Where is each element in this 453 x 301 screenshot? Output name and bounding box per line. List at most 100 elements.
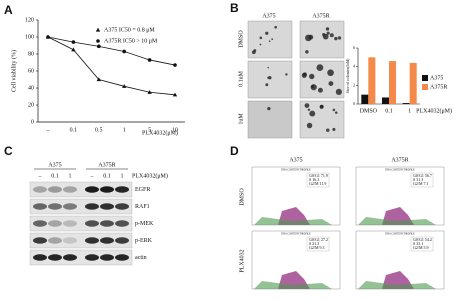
- x-axis-label: PLX4032(μM): [416, 107, 452, 114]
- band: [33, 254, 47, 261]
- x-tick-label: –: [46, 127, 51, 133]
- blot: [29, 198, 133, 215]
- column-label: A375R: [391, 157, 408, 163]
- marker: [147, 90, 152, 94]
- marker: [172, 92, 178, 97]
- debris: [358, 281, 436, 289]
- band: [48, 220, 62, 227]
- colony: [259, 43, 262, 46]
- legend-label: A375: [430, 75, 443, 81]
- stat-text: G0/G1 56.7: [413, 173, 432, 178]
- y-tick-label: 0: [353, 101, 355, 106]
- debris: [254, 217, 332, 225]
- bar: [389, 61, 397, 104]
- colony: [332, 108, 336, 112]
- colony: [332, 127, 336, 131]
- y-tick-label: 120: [25, 17, 34, 23]
- colony: [268, 40, 271, 43]
- band: [100, 186, 114, 193]
- marker: [122, 84, 127, 88]
- stats-box: [410, 172, 434, 188]
- y-tick-label: 40: [28, 85, 34, 91]
- colony: [267, 106, 271, 111]
- colony: [267, 66, 269, 69]
- band: [48, 203, 62, 210]
- plot-title: DNA CONTENT PROFILE: [281, 169, 311, 172]
- stat-text: G2/M 7.1: [413, 181, 429, 186]
- colony-image: [247, 100, 293, 139]
- band: [85, 186, 99, 193]
- marker: [147, 58, 152, 62]
- colony: [335, 88, 342, 95]
- stat-text: S 33.1: [413, 241, 423, 246]
- x-tick-label: 0.1: [385, 108, 393, 114]
- x-tick-label: 1: [123, 127, 126, 133]
- lane-label: –: [38, 173, 43, 179]
- band: [85, 237, 99, 244]
- colony: [319, 104, 324, 109]
- blot: [29, 215, 133, 232]
- row-label: 1uM: [238, 113, 244, 125]
- treatment-label: PLX4032(μM): [132, 172, 168, 179]
- x-tick-label: 1: [408, 108, 411, 114]
- row-label: DMSO: [238, 30, 244, 48]
- colony: [329, 33, 334, 38]
- bar: [402, 103, 410, 104]
- colony-image: [247, 60, 293, 99]
- legend-label: A375R IC50 > 10 μM: [104, 38, 158, 44]
- band: [33, 203, 47, 210]
- band: [48, 254, 62, 261]
- stat-text: S 21.3: [309, 241, 319, 246]
- marker: [96, 77, 101, 82]
- colony: [326, 128, 330, 132]
- lane-label: 0.1: [103, 173, 111, 179]
- band: [63, 254, 77, 261]
- marker: [122, 49, 126, 54]
- stat-text: G2/M 11.9: [309, 181, 326, 186]
- data-line: [47, 36, 176, 66]
- band: [33, 237, 47, 244]
- x-tick-label: 0.1: [70, 127, 78, 133]
- legend-swatch: [422, 84, 428, 90]
- stat-text: G0/G1 71.9: [309, 173, 328, 178]
- band: [33, 186, 47, 193]
- stats-box: [410, 236, 434, 252]
- band: [63, 237, 77, 244]
- band: [33, 220, 47, 227]
- colony: [268, 76, 272, 80]
- stat-text: G2/M 9.3: [309, 245, 325, 250]
- x-tick-label: 10: [172, 127, 178, 133]
- debris: [254, 281, 332, 289]
- stats-box: [306, 172, 330, 188]
- data-line: [47, 36, 176, 96]
- y-tick-label: 2: [353, 82, 355, 87]
- bar: [368, 57, 376, 104]
- marker: [71, 40, 76, 44]
- x-tick-label: 5: [148, 127, 151, 133]
- y-tick-label: 100: [25, 34, 34, 40]
- protein-label: RAF1: [135, 204, 150, 210]
- colony: [271, 38, 274, 41]
- band: [48, 186, 62, 193]
- legend-label: A375R: [430, 84, 447, 90]
- colony: [327, 69, 334, 77]
- band: [85, 254, 99, 261]
- band: [63, 220, 77, 227]
- y-axis-label: Cell viability (%): [10, 50, 17, 92]
- bar: [361, 94, 369, 104]
- panel-label: C: [4, 144, 13, 158]
- lane-label: –: [90, 173, 95, 179]
- cell-line-label: A375: [48, 162, 61, 168]
- legend-label: A375 IC50 = 0.8 μM: [104, 27, 155, 33]
- blot: [29, 249, 133, 266]
- lane-label: 0.1: [51, 173, 59, 179]
- colony: [304, 103, 310, 108]
- colony: [305, 50, 309, 54]
- colony: [325, 27, 330, 31]
- colony: [301, 72, 307, 78]
- band: [115, 254, 129, 261]
- band: [115, 220, 129, 227]
- band: [115, 186, 129, 193]
- colony: [308, 34, 314, 40]
- colony: [309, 73, 315, 80]
